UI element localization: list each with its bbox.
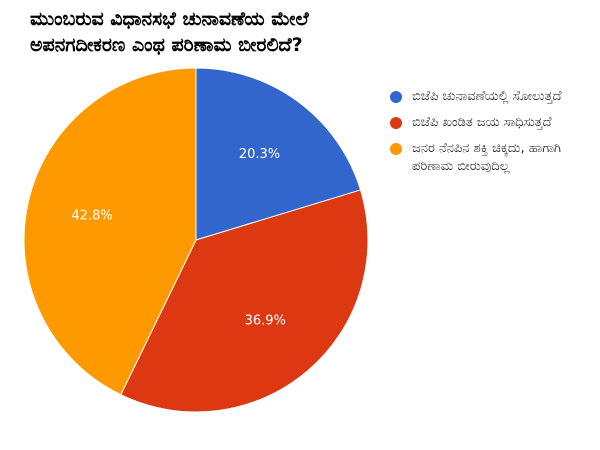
legend-marker bbox=[390, 117, 402, 129]
slice-label: 42.8% bbox=[71, 209, 112, 224]
chart-title: ಅಪನಗದೀಕರಣ ಎಂಥ ಪರಿಣಾಮ ಬೀರಲಿದೆ? bbox=[30, 34, 303, 56]
pie-slice bbox=[23, 67, 197, 396]
legend-item: ಜನರ ನೆನಪಿನ ಶಕ್ತಿ ಚಿಕ್ಕದು, ಹಾಗಾಗಿ ಪರಿಣಾಮ … bbox=[390, 140, 590, 176]
legend-label: ಬಿಜೆಪಿ ಖಂಡಿತ ಜಯ ಸಾಧಿಸುತ್ತದೆ bbox=[412, 115, 552, 130]
legend-marker bbox=[390, 91, 402, 103]
legend-marker bbox=[390, 143, 402, 155]
legend-label: ಜನರ ನೆನಪಿನ ಶಕ್ತಿ ಚಿಕ್ಕದು, ಹಾಗಾಗಿ ಪರಿಣಾಮ … bbox=[412, 141, 562, 174]
legend-item: ಬಿಜೆಪಿ ಚುನಾವಣೆಯಲ್ಲಿ ಸೋಲುತ್ತದೆ bbox=[390, 88, 590, 106]
legend-label: ಬಿಜೆಪಿ ಚುನಾವಣೆಯಲ್ಲಿ ಸೋಲುತ್ತದೆ bbox=[412, 89, 562, 104]
pie-slice bbox=[120, 189, 369, 413]
legend: ಬಿಜೆಪಿ ಚುನಾವಣೆಯಲ್ಲಿ ಸೋಲುತ್ತದೆ ಬಿಜೆಪಿ ಖಂಡಿ… bbox=[390, 88, 590, 184]
chart-title: ಮುಂಬರುವ ವಿಧಾನಸಭೆ ಚುನಾವಣೆಯ ಮೇಲೆ bbox=[30, 8, 309, 30]
slice-label: 20.3% bbox=[239, 147, 280, 162]
slice-label: 36.9% bbox=[245, 314, 286, 329]
legend-item: ಬಿಜೆಪಿ ಖಂಡಿತ ಜಯ ಸಾಧಿಸುತ್ತದೆ bbox=[390, 114, 590, 132]
pie-slice bbox=[195, 67, 362, 241]
